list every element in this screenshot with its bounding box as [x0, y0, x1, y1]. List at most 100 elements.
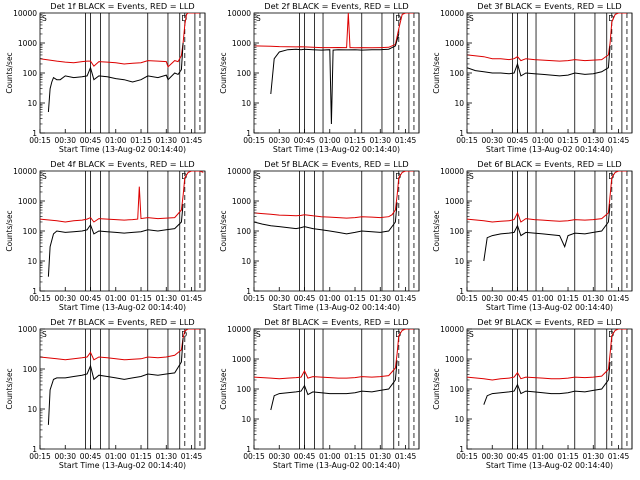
y-axis-label: Counts/sec [432, 368, 441, 409]
panel-title: Det 6f BLACK = Events, RED = LLD [477, 159, 621, 169]
x-tick-label: 01:00 [532, 294, 554, 303]
x-tick-label: 00:30 [54, 294, 76, 303]
series-events-line [47, 42, 184, 113]
x-tick-label: 00:30 [268, 294, 290, 303]
x-tick-label: 00:45 [294, 136, 316, 145]
series-lld-line [40, 171, 204, 223]
y-tick-label: 100 [23, 365, 38, 374]
x-axis-label: Start Time (13-Aug-02 00:14:40) [486, 145, 613, 154]
series-group [254, 329, 414, 411]
y-axis-label: Counts/sec [5, 210, 14, 251]
series-events-line [467, 45, 611, 77]
marker-s: S [469, 172, 474, 181]
x-tick-label: 01:45 [395, 136, 417, 145]
series-lld-line [467, 329, 627, 381]
x-tick-label: 01:45 [608, 452, 630, 461]
y-tick-label: 1000 [232, 39, 251, 48]
marker-s: S [42, 172, 47, 181]
x-tick-label: 01:30 [369, 136, 391, 145]
y-tick-label: 1000 [445, 355, 464, 364]
series-lld-line [254, 171, 414, 219]
panel-title: Det 7f BLACK = Events, RED = LLD [50, 317, 194, 327]
x-axis-label: Start Time (13-Aug-02 00:14:40) [486, 461, 613, 470]
x-tick-label: 01:00 [319, 294, 341, 303]
series-group [467, 171, 627, 262]
y-tick-label: 10 [454, 257, 464, 266]
plot-frame [253, 328, 420, 450]
y-tick-label: 10000 [13, 167, 37, 176]
y-tick-label: 1000 [445, 39, 464, 48]
x-tick-label: 01:45 [181, 294, 203, 303]
series-events-line [47, 337, 184, 425]
x-tick-label: 00:30 [481, 294, 503, 303]
y-tick-label: 10 [241, 415, 251, 424]
x-tick-label: 00:45 [507, 452, 529, 461]
y-tick-label: 10 [241, 257, 251, 266]
y-tick-label: 1000 [18, 39, 37, 48]
plot-frame [253, 170, 420, 292]
y-tick-label: 1 [32, 129, 37, 138]
y-tick-label: 100 [23, 69, 38, 78]
x-tick-label: 00:15 [243, 452, 265, 461]
marker-d: D [395, 14, 401, 23]
panel-title: Det 4f BLACK = Events, RED = LLD [50, 159, 194, 169]
x-tick-label: 00:15 [243, 136, 265, 145]
series-group [254, 13, 414, 125]
x-tick-label: 01:30 [155, 136, 177, 145]
x-tick-label: 00:45 [80, 294, 102, 303]
marker-d: D [395, 172, 401, 181]
x-tick-label: 01:45 [608, 136, 630, 145]
y-tick-label: 100 [450, 69, 465, 78]
x-tick-label: 01:15 [130, 294, 152, 303]
y-tick-label: 10 [454, 99, 464, 108]
y-tick-label: 100 [237, 227, 252, 236]
x-tick-label: 00:15 [29, 294, 51, 303]
panel-title: Det 8f BLACK = Events, RED = LLD [264, 317, 408, 327]
y-axis-label: Counts/sec [219, 210, 228, 251]
plot-frame [466, 170, 633, 292]
x-tick-label: 00:15 [29, 452, 51, 461]
marker-d: D [608, 14, 614, 23]
series-events-line [254, 202, 398, 235]
y-tick-label: 1 [459, 129, 464, 138]
x-tick-label: 01:00 [105, 452, 127, 461]
x-tick-label: 01:00 [319, 136, 341, 145]
x-tick-label: 00:45 [507, 294, 529, 303]
x-tick-label: 00:15 [456, 452, 478, 461]
x-axis-label: Start Time (13-Aug-02 00:14:40) [486, 303, 613, 312]
x-axis-label: Start Time (13-Aug-02 00:14:40) [273, 145, 400, 154]
series-lld-line [467, 171, 627, 223]
plot-frame [39, 328, 206, 450]
x-tick-label: 01:15 [344, 136, 366, 145]
plot-frame [39, 12, 206, 134]
y-tick-label: 10000 [440, 167, 464, 176]
x-tick-label: 00:30 [481, 136, 503, 145]
x-tick-label: 01:30 [155, 452, 177, 461]
y-tick-label: 10 [241, 99, 251, 108]
y-tick-label: 100 [23, 227, 38, 236]
x-tick-label: 01:15 [557, 136, 579, 145]
y-axis-label: Counts/sec [219, 52, 228, 93]
x-axis-label: Start Time (13-Aug-02 00:14:40) [273, 461, 400, 470]
series-group [40, 13, 200, 113]
y-tick-label: 1 [459, 445, 464, 454]
y-axis-label: Counts/sec [432, 210, 441, 251]
series-lld-line [254, 329, 414, 380]
marker-s: S [469, 330, 474, 339]
plot-frame [466, 328, 633, 450]
y-tick-label: 1 [246, 129, 251, 138]
y-tick-label: 10000 [227, 9, 251, 18]
x-tick-label: 00:15 [29, 136, 51, 145]
x-axis-label: Start Time (13-Aug-02 00:14:40) [273, 303, 400, 312]
x-tick-label: 01:30 [155, 294, 177, 303]
y-tick-label: 1000 [445, 197, 464, 206]
y-tick-label: 10000 [440, 9, 464, 18]
x-tick-label: 01:30 [369, 294, 391, 303]
y-tick-label: 1 [32, 287, 37, 296]
x-tick-label: 01:45 [395, 294, 417, 303]
series-lld-line [467, 13, 627, 62]
